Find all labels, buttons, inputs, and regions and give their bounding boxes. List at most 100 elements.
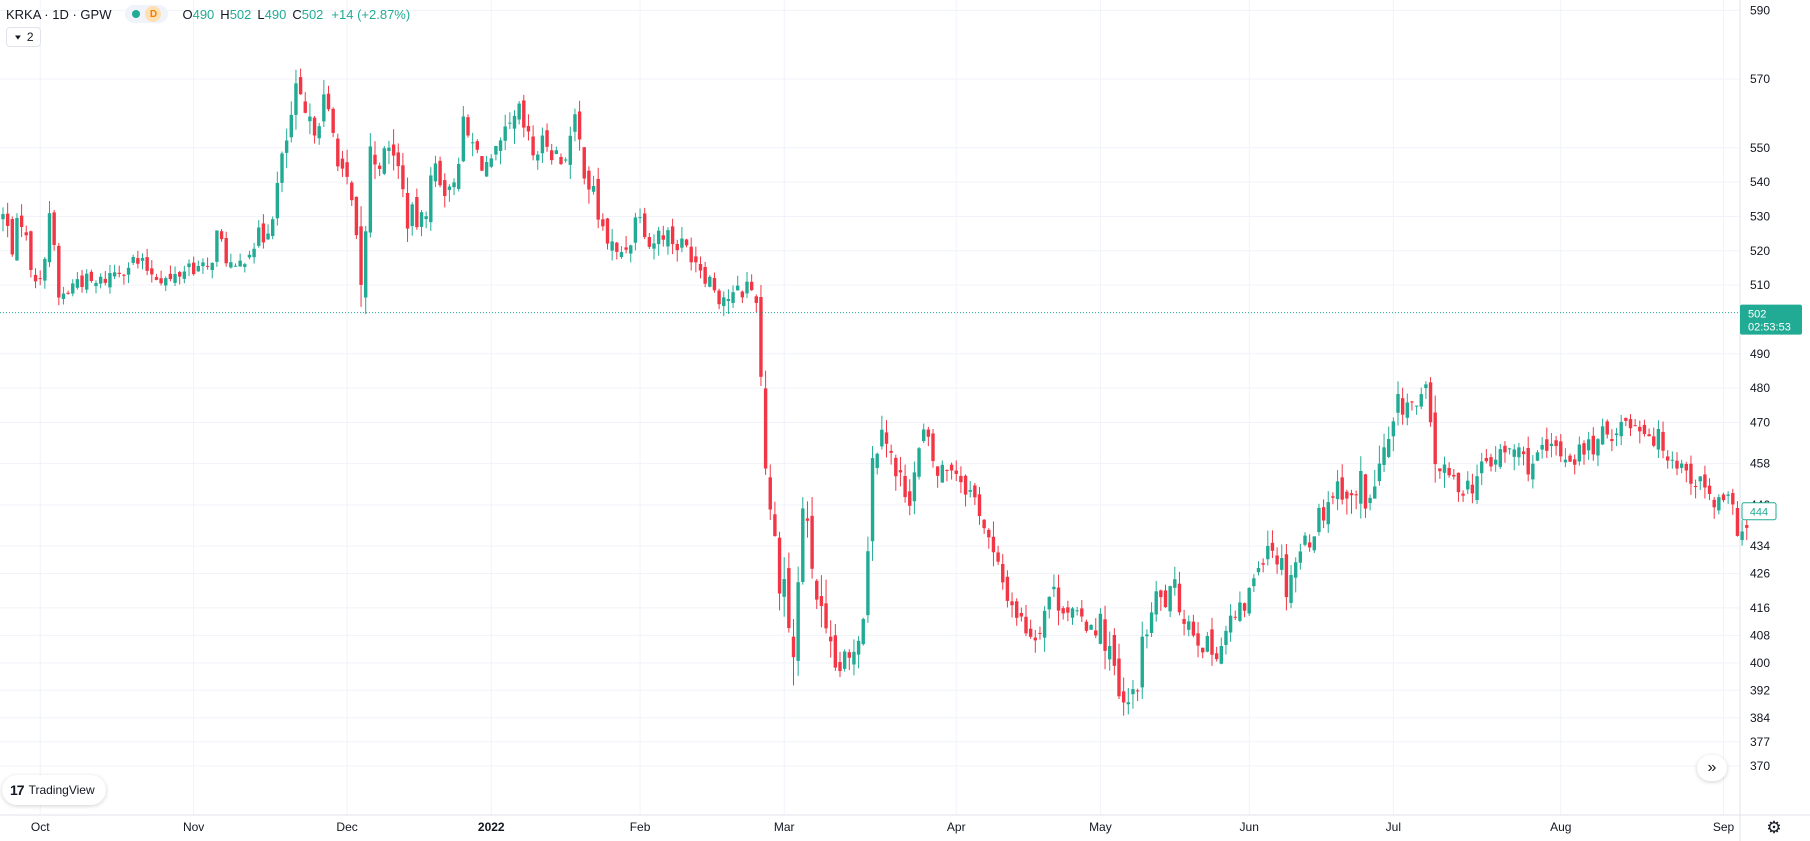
candle-body xyxy=(1163,590,1168,608)
candle-body xyxy=(656,230,661,245)
candle-body xyxy=(749,281,754,291)
candle-body xyxy=(1461,493,1465,496)
candle-body xyxy=(10,219,14,255)
candle-body xyxy=(47,213,52,263)
candle-body xyxy=(1131,689,1135,695)
candle-body xyxy=(261,223,266,243)
ohlc-close-value: 502 xyxy=(301,6,324,22)
candle-body xyxy=(940,464,944,483)
candle-body xyxy=(1270,542,1275,551)
candle-body xyxy=(1149,612,1154,633)
candle-body xyxy=(833,635,838,668)
candle-body xyxy=(1633,425,1637,427)
chart-settings-button[interactable]: ⚙ xyxy=(1764,818,1784,838)
candle-body xyxy=(391,144,396,156)
candle-body xyxy=(931,433,935,462)
candle-body xyxy=(1582,443,1586,455)
candle-body xyxy=(466,117,470,136)
candle-body xyxy=(145,257,149,271)
candle-body xyxy=(1331,496,1335,498)
candle-body xyxy=(1610,439,1614,442)
candle-body xyxy=(1015,601,1019,618)
candle-body xyxy=(1201,647,1205,653)
time-axis[interactable]: Oct Nov Dec 2022 Feb Mar Apr May Jun Jul Aug Sep xyxy=(0,814,1810,834)
time-tick-label: Feb xyxy=(630,820,651,834)
last-price-label: 502 xyxy=(1748,309,1766,321)
candle-body xyxy=(1047,596,1051,610)
candle-body xyxy=(1317,507,1321,533)
candle-body xyxy=(173,274,177,283)
candle-body xyxy=(810,515,814,569)
candle-body xyxy=(1503,445,1507,453)
indicators-collapse-button[interactable]: ▼ 2 xyxy=(6,27,41,47)
candle-body xyxy=(284,140,289,153)
double-chevron-right-icon: » xyxy=(1707,759,1717,776)
candle-body xyxy=(787,568,791,629)
candle-body xyxy=(912,472,917,502)
candle-body xyxy=(1614,433,1619,436)
candle-body xyxy=(1070,608,1075,618)
price-tick-label: 408 xyxy=(1750,628,1770,642)
price-axis[interactable]: 5905705505405305205104904804704584464344… xyxy=(1739,0,1802,841)
candle-body xyxy=(1679,463,1684,468)
candle-body xyxy=(1252,578,1256,587)
candle-body xyxy=(5,213,10,226)
candle-body xyxy=(726,298,731,302)
candle-body xyxy=(1345,491,1349,499)
candle-body xyxy=(1400,398,1405,415)
grid-lines xyxy=(0,0,1740,815)
candle-body xyxy=(866,551,870,616)
candle-body xyxy=(777,537,782,594)
candle-body xyxy=(875,453,879,469)
price-tick-label: 480 xyxy=(1750,381,1770,395)
candle-body xyxy=(154,277,159,280)
candle-body xyxy=(559,156,563,165)
candle-body xyxy=(736,285,740,291)
candle-body xyxy=(1061,608,1065,614)
candle-body xyxy=(1354,494,1358,496)
market-status-pill[interactable]: D xyxy=(125,5,169,23)
candle-body xyxy=(1289,574,1293,603)
candle-body xyxy=(563,159,568,161)
candle-body xyxy=(271,219,275,237)
candle-body xyxy=(1666,456,1670,461)
candle-body xyxy=(1094,630,1098,636)
candle-body xyxy=(1586,439,1591,451)
candle-body xyxy=(484,162,489,177)
candle-body xyxy=(215,230,219,262)
candle-body xyxy=(954,470,958,474)
candle-body xyxy=(1624,417,1628,421)
candle-body xyxy=(243,264,247,267)
candle-body xyxy=(24,232,28,236)
price-tick-label: 520 xyxy=(1750,244,1770,258)
candle-body xyxy=(1173,579,1177,588)
candle-body xyxy=(1042,610,1047,638)
candle-body xyxy=(815,580,819,600)
symbol-title[interactable]: KRKA · 1D · GPW xyxy=(6,6,112,22)
candle-body xyxy=(596,178,600,220)
candle-body xyxy=(1224,630,1228,645)
candle-body xyxy=(233,265,238,267)
time-tick-label: Jul xyxy=(1386,820,1401,834)
candle-body xyxy=(340,158,345,169)
candle-body xyxy=(1038,632,1042,634)
candle-body xyxy=(935,466,940,476)
candle-body xyxy=(238,260,242,267)
candle-body xyxy=(294,83,298,115)
candle-body xyxy=(884,432,889,444)
countdown-label: 02:53:53 xyxy=(1748,322,1791,334)
candle-body xyxy=(1642,424,1647,435)
candle-body xyxy=(763,388,768,469)
candle-body xyxy=(1405,402,1409,418)
scroll-to-realtime-button[interactable]: » xyxy=(1697,755,1727,781)
candle-body xyxy=(1419,394,1423,407)
candle-body xyxy=(615,242,619,252)
candle-body xyxy=(973,485,977,498)
time-tick-label: 2022 xyxy=(478,820,505,834)
candle-body xyxy=(870,458,875,542)
candle-body xyxy=(275,183,280,219)
candle-body xyxy=(791,636,796,658)
tradingview-logo[interactable]: 17 TradingView xyxy=(2,775,106,805)
candle-body xyxy=(1628,419,1633,429)
